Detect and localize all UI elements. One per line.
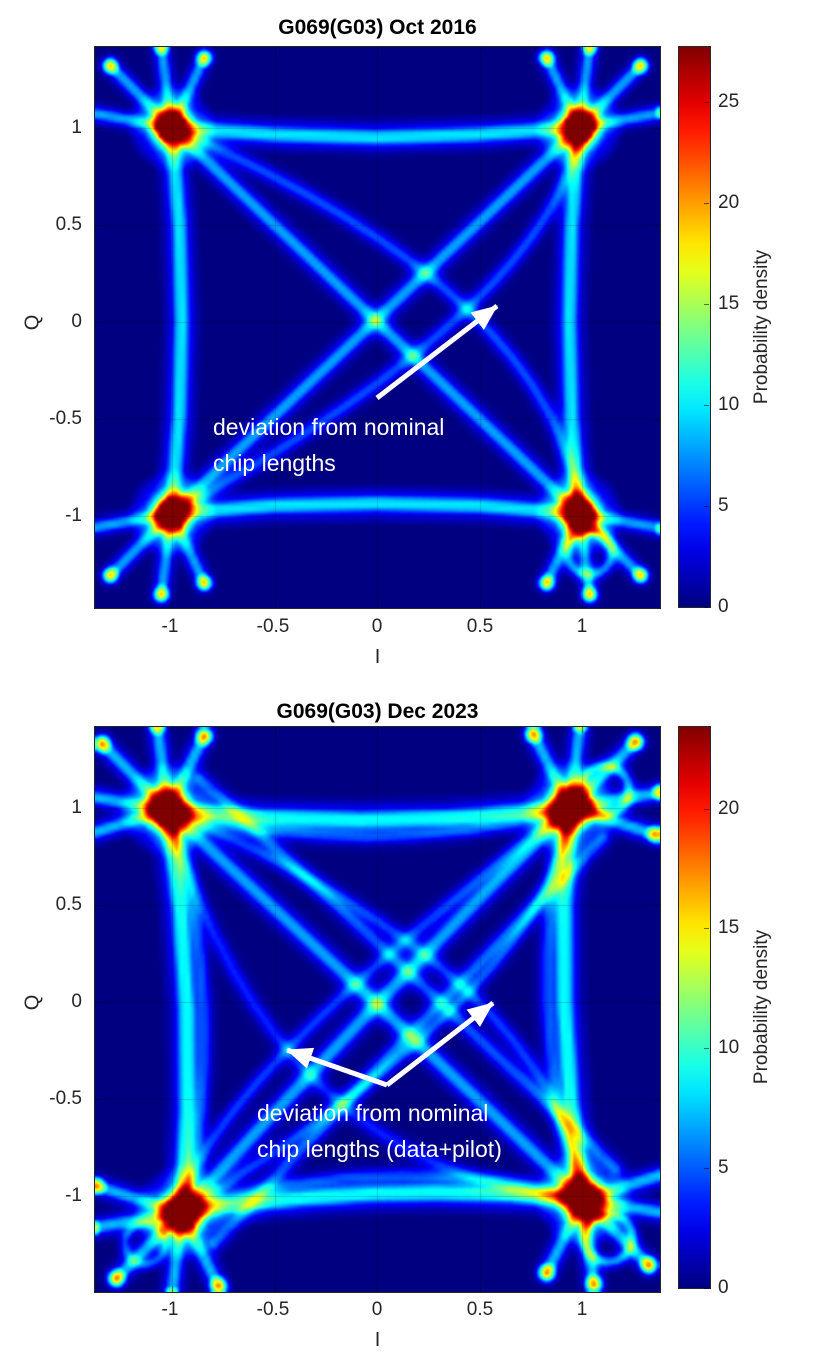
figure2-annotation-line1: deviation from nominal: [257, 1100, 489, 1126]
figure2-y-tick-label: -0.5: [49, 1088, 82, 1109]
figure2-annotation-line2: chip lengths (data+pilot): [257, 1136, 502, 1162]
figure2-x-axis-label: I: [374, 1329, 381, 1351]
figure2-colorbar-tickmark: [704, 1048, 709, 1049]
figure1-plot-area: deviation from nominal chip lengths: [94, 46, 661, 609]
figure2-colorbar-tickmark: [704, 928, 709, 929]
figure1-colorbar-tickmark: [704, 102, 709, 103]
figure1-colorbar-tickmark: [704, 506, 709, 507]
figure1-annotation-line2: chip lengths: [213, 450, 336, 476]
figure2-colorbar-label: Probability density: [751, 929, 772, 1085]
figure1-x-tick-label: -1: [161, 616, 179, 637]
figure2-x-tick-label: 0: [371, 1299, 383, 1320]
figure2-colorbar-tick-label: 10: [718, 1037, 740, 1059]
figure1-colorbar-label: Probability density: [751, 249, 772, 405]
figure2-x-tick-label: 1: [576, 1299, 588, 1320]
figure1-colorbar-tickmark: [704, 203, 709, 204]
figure1-x-tick-label: -0.5: [256, 616, 290, 637]
figure2-colorbar-tick-label: 15: [718, 917, 740, 939]
figure2-y-tick-label: 1: [71, 797, 82, 818]
figure1-colorbar: [678, 46, 711, 608]
figure1-colorbar-tick-label: 5: [718, 494, 729, 516]
figure1-x-axis-label: I: [374, 646, 381, 668]
figure2-x-tick-label: 0.5: [466, 1299, 494, 1320]
figure2-colorbar-tick-label: 0: [718, 1277, 729, 1298]
figure2-y-tick-label: -1: [65, 1185, 82, 1206]
figure2-x-tick-label: -0.5: [256, 1299, 290, 1320]
figure1-y-tick-label: -0.5: [49, 407, 82, 429]
figure2-annotation-text: deviation from nominal chip lengths (dat…: [257, 1095, 502, 1167]
figure1-y-tick-label: 1: [71, 117, 82, 138]
figure2-y-tick-label: 0: [71, 991, 82, 1012]
figure1-colorbar-tickmark: [704, 607, 709, 608]
figure1-heatmap-canvas: [95, 47, 660, 608]
figure1-y-tick-label: 0.5: [55, 214, 82, 235]
figure2-colorbar-tickmark: [704, 809, 709, 810]
figure1-colorbar-tickmark: [704, 304, 709, 305]
figure1-x-tick-label: 0: [371, 616, 383, 637]
figure2-colorbar-tick-label: 20: [718, 797, 740, 819]
figure2-colorbar: [678, 726, 711, 1289]
figure2-heatmap-canvas: [95, 727, 660, 1292]
figure1-colorbar-tick-label: 20: [718, 191, 740, 213]
figure1-y-axis-label: Q: [21, 314, 44, 331]
figure2-y-axis-label: Q: [21, 994, 44, 1011]
figure2-colorbar-tickmark: [704, 1168, 709, 1169]
figure1-colorbar-tick-label: 0: [718, 596, 729, 617]
figure2-plot-area: deviation from nominal chip lengths (dat…: [94, 726, 661, 1293]
figure1-x-tick-label: 0.5: [466, 616, 494, 637]
figure1-y-tick-label: -1: [65, 504, 82, 526]
figure1-x-tick-label: 1: [576, 616, 588, 637]
figure1-colorbar-tick-label: 10: [718, 393, 740, 415]
figure1-colorbar-tickmark: [704, 405, 709, 406]
figure2-y-tick-label: 0.5: [55, 894, 82, 915]
figure2-title: G069(G03) Dec 2023: [276, 700, 479, 723]
figure2-colorbar-tickmark: [704, 1288, 709, 1289]
figure1-title: G069(G03) Oct 2016: [278, 16, 477, 39]
figure2-colorbar-tick-label: 5: [718, 1157, 729, 1179]
figure1-annotation-text: deviation from nominal chip lengths: [213, 409, 444, 481]
figure1-colorbar-tick-label: 25: [718, 90, 740, 112]
figure2-x-tick-label: -1: [161, 1299, 179, 1320]
figure1-annotation-line1: deviation from nominal: [213, 414, 445, 440]
figure1-colorbar-tick-label: 15: [718, 292, 740, 314]
figure1-y-tick-label: 0: [71, 311, 82, 332]
